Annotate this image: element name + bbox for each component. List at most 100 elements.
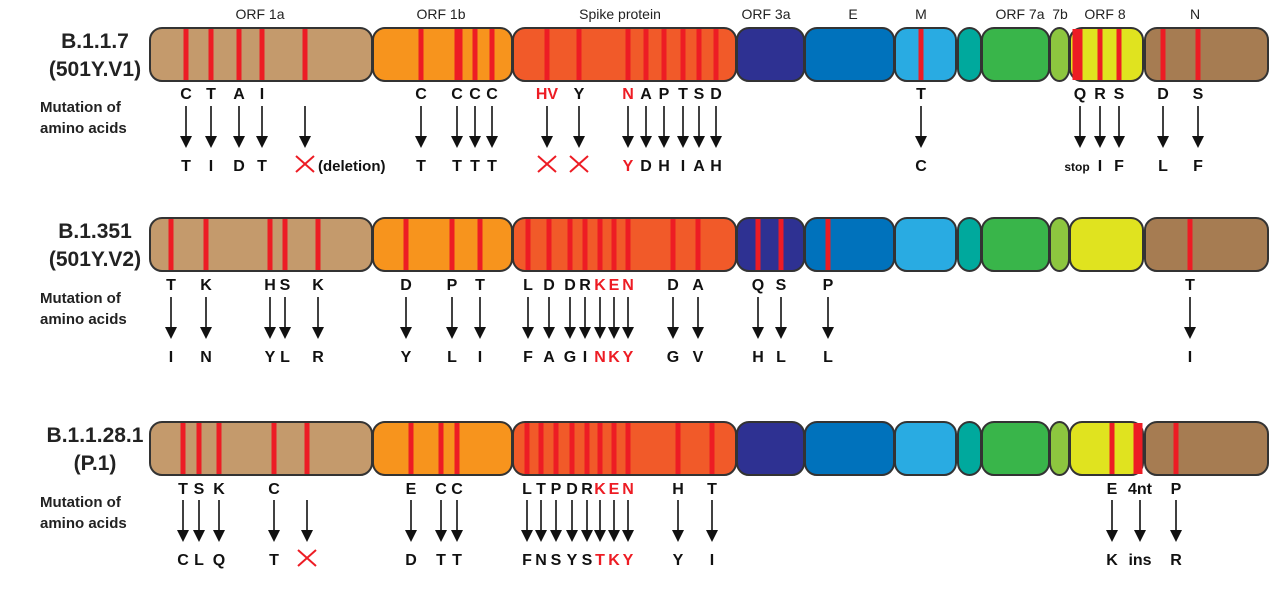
mutation-line [625,29,631,80]
mutation-line [180,423,186,474]
mutation-line [208,29,214,80]
mutation-line [183,29,189,80]
mutation-to: T [595,552,605,569]
segment-orf7a [957,27,982,82]
arrow-down-icon [706,530,718,542]
variant-name: B.1.1.28.1 [47,424,144,447]
mutation-line [1109,423,1115,474]
mutation-to: T [416,158,426,175]
mutation-from: R [579,277,591,294]
mutation-from: D [400,277,412,294]
mutation-to: ins [1128,552,1151,569]
mutation-to: K [1106,552,1118,569]
mutation-line [196,423,202,474]
mutation-line [315,219,321,270]
mutation-from: P [447,277,458,294]
mutation-to: Y [623,349,634,366]
mutation-line [569,423,575,474]
red-x-icon [297,549,317,567]
arrow-down-icon [486,136,498,148]
mutation-from: K [312,277,324,294]
mutation-label: amino acids [40,515,127,532]
arrow-down-icon [672,530,684,542]
gene-header-n: N [1190,6,1200,22]
mutation-to: Y [567,552,578,569]
mutation-line [1195,29,1201,80]
arrow-down-icon [550,530,562,542]
gene-header-orf-3a: ORF 3a [741,6,790,22]
arrow-down-icon [521,530,533,542]
gene-header-orf-8: ORF 8 [1084,6,1125,22]
mutation-from: K [594,481,606,498]
mutation-line [553,423,559,474]
mutation-to: stop [1064,160,1089,174]
segment-n [1144,421,1269,476]
mutation-from: A [233,86,245,103]
variant-alias: (501Y.V2) [49,248,141,271]
arrow-down-icon [268,530,280,542]
mutation-from: H [264,277,276,294]
mutation-line [680,29,686,80]
gene-header-spike-protein: Spike protein [579,6,661,22]
mutation-to: V [693,349,704,366]
mutation-from: E [609,481,620,498]
gene-header-m: M [915,6,927,22]
mutation-from: P [1171,481,1182,498]
mutation-to: D [405,552,417,569]
deletion-marker: ✕ [572,158,585,175]
mutation-from: T [1185,277,1195,294]
gene-header-7b: 7b [1052,6,1068,22]
mutation-from: K [213,481,225,498]
arrow-down-icon [1157,136,1169,148]
mutation-to: Q [213,552,225,569]
mutation-from: Q [752,277,764,294]
segment-n [1144,217,1269,272]
mutation-line [755,219,761,270]
variant-alias: (P.1) [74,452,117,475]
mutation-to: D [233,158,245,175]
mutation-line [778,219,784,270]
mutation-from: C [486,86,498,103]
mutation-label: amino acids [40,120,127,137]
segment-orf7 [981,27,1050,82]
segment-m [894,27,957,82]
mutation-line [611,219,617,270]
segment-spike [512,421,737,476]
mutation-to: I [169,349,173,366]
mutation-to: Y [623,552,634,569]
mutation-to: I [710,552,714,569]
mutation-from: N [622,86,634,103]
mutation-from: P [551,481,562,498]
segment-m [894,421,957,476]
mutation-to: Y [673,552,684,569]
mutation-from: S [1193,86,1204,103]
arrow-down-icon [535,530,547,542]
mutation-from: T [678,86,688,103]
segment-spike [512,217,737,272]
mutation-line [1097,29,1103,80]
arrow-down-icon [1184,327,1196,339]
arrow-down-icon [622,327,634,339]
arrow-down-icon [1192,136,1204,148]
mutation-from: I [260,86,264,103]
mutation-to: T [452,158,462,175]
mutation-from: D [543,277,555,294]
variant-row-B.1.1.7 [149,27,1269,173]
deletion-label: (deletion) [318,158,386,175]
mutation-line [670,219,676,270]
mutation-line [709,423,715,474]
segment-orf3a [736,421,805,476]
mutation-to: S [551,552,562,569]
mutation-from: E [1107,481,1118,498]
segment-orf8 [1069,421,1144,476]
segment-orf7a [957,421,982,476]
mutation-line [408,423,414,474]
arrow-down-icon [180,136,192,148]
mutation-line [472,29,478,80]
mutation-from: T [206,86,216,103]
segment-orf3a [736,27,805,82]
arrow-down-icon [400,327,412,339]
gene-header-orf-7a: ORF 7a [995,6,1044,22]
mutation-to: N [200,349,212,366]
mutation-line [597,219,603,270]
